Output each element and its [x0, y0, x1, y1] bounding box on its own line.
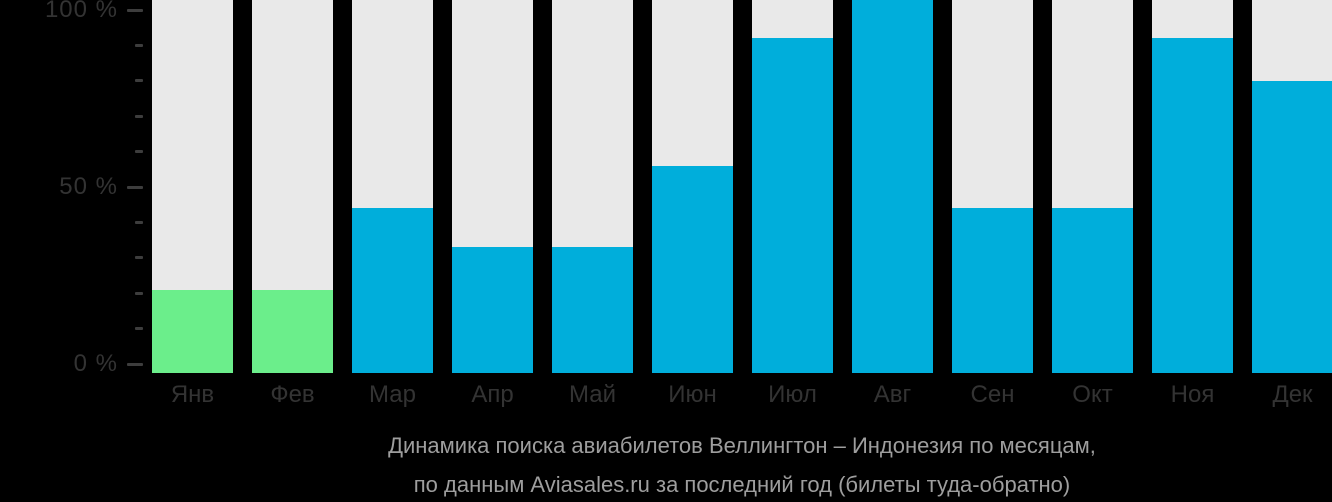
x-tick-label-Мар: Мар — [369, 381, 416, 408]
y-tick — [127, 362, 143, 366]
bar-fill-Апр — [452, 247, 533, 373]
bar-fill-Янв — [152, 290, 233, 373]
y-tick — [135, 291, 143, 295]
x-tick-label-Сен: Сен — [970, 381, 1015, 408]
bar-fill-Авг — [852, 0, 933, 373]
bar-track — [252, 0, 333, 373]
y-tick — [127, 8, 143, 12]
bar-fill-Июл — [752, 38, 833, 373]
chart-caption: Динамика поиска авиабилетов Веллингтон –… — [152, 426, 1332, 502]
y-tick — [135, 256, 143, 260]
bar-track — [852, 0, 933, 373]
caption-line-2: по данным Aviasales.ru за последний год … — [413, 472, 1071, 497]
y-tick — [135, 79, 143, 83]
bar-track — [1052, 0, 1133, 373]
x-tick-label-Май: Май — [568, 381, 616, 408]
bars — [152, 0, 1332, 373]
bar-track — [552, 0, 633, 373]
bar-track — [152, 0, 233, 373]
y-tick-label-50: 50 % — [59, 173, 118, 200]
bar-fill-Сен — [952, 208, 1033, 373]
bar-track — [452, 0, 533, 373]
bar-fill-Июн — [652, 166, 733, 373]
x-tick-label-Окт: Окт — [1072, 381, 1113, 408]
bar-fill-Окт — [1052, 208, 1133, 373]
y-tick — [135, 150, 143, 154]
y-tick-label-100: 100 % — [44, 0, 118, 23]
x-tick-label-Дек: Дек — [1272, 381, 1313, 408]
plot-area: 0 % 50 % 100 % Янв Фев Мар Апр Май Июн Июл Авг Сен… — [0, 0, 1332, 409]
bar-fill-Мар — [352, 208, 433, 373]
bar-track — [952, 0, 1033, 373]
y-axis: 0 % 50 % 100 % — [0, 0, 143, 377]
y-tick — [135, 114, 143, 118]
bar-track — [652, 0, 733, 373]
bar-fill-Май — [552, 247, 633, 373]
y-tick-label-0: 0 % — [73, 350, 118, 377]
caption-line-1: Динамика поиска авиабилетов Веллингтон –… — [388, 433, 1096, 458]
y-tick — [135, 327, 143, 331]
x-tick-label-Фев: Фев — [270, 381, 315, 408]
x-axis-labels: Янв Фев Мар Апр Май Июн Июл Авг Сен Окт Ноя Дек — [152, 381, 1332, 409]
x-tick-label-Июл: Июл — [768, 381, 817, 408]
bar-fill-Фев — [252, 290, 333, 373]
y-tick — [127, 185, 143, 189]
y-tick — [135, 220, 143, 224]
bar-fill-Дек — [1252, 81, 1332, 373]
y-tick — [135, 43, 143, 47]
x-tick-label-Янв: Янв — [170, 381, 215, 408]
bar-track — [1152, 0, 1233, 373]
x-tick-label-Апр: Апр — [471, 381, 514, 408]
bar-fill-Ноя — [1152, 38, 1233, 373]
bar-track — [752, 0, 833, 373]
bar-track — [352, 0, 433, 373]
bar-track — [1252, 0, 1332, 373]
x-tick-label-Авг: Авг — [873, 381, 912, 408]
x-tick-label-Ноя: Ноя — [1170, 381, 1215, 408]
x-tick-label-Июн: Июн — [668, 381, 717, 408]
